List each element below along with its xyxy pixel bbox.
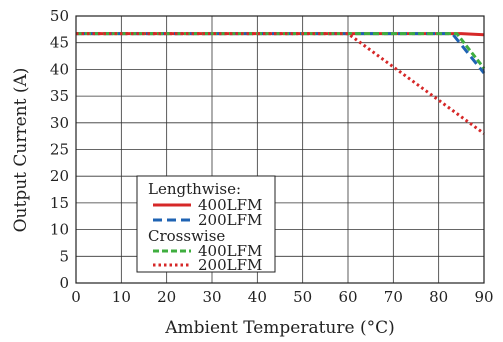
y-tick-label-50: 50 [50, 7, 69, 25]
x-tick-label-80: 80 [429, 288, 448, 306]
x-axis-title: Ambient Temperature (°C) [164, 318, 395, 338]
y-tick-label-10: 10 [50, 221, 69, 239]
y-tick-label-15: 15 [50, 194, 69, 212]
y-tick-label-25: 25 [50, 141, 69, 159]
x-tick-label-40: 40 [248, 288, 267, 306]
x-tick-label-60: 60 [338, 288, 357, 306]
x-tick-label-30: 30 [202, 288, 221, 306]
x-tick-label-0: 0 [71, 288, 81, 306]
legend-label-crosswise-400lfm: 400LFM [198, 242, 262, 260]
legend: Lengthwise: 400LFM 200LFM Crosswise 400L… [136, 175, 276, 274]
series-lines [76, 32, 486, 135]
y-axis-title: Output Current (A) [11, 68, 31, 233]
legend-group-title-crosswise: Crosswise [148, 227, 225, 245]
legend-label-crosswise-200lfm: 200LFM [198, 256, 262, 274]
x-tick-labels: 0 10 20 30 40 50 60 70 80 90 [71, 288, 493, 306]
x-tick-label-20: 20 [157, 288, 176, 306]
y-tick-label-45: 45 [50, 34, 69, 52]
series-line-crosswise-400lfm [76, 32, 486, 70]
y-tick-labels: 0 5 10 15 20 25 30 35 40 45 50 [50, 7, 69, 292]
legend-box [136, 175, 276, 273]
x-tick-label-70: 70 [384, 288, 403, 306]
x-tick-label-50: 50 [293, 288, 312, 306]
x-tick-label-90: 90 [474, 288, 493, 306]
y-tick-label-0: 0 [59, 274, 69, 292]
y-tick-label-20: 20 [50, 167, 69, 185]
legend-label-lengthwise-200lfm: 200LFM [198, 211, 262, 229]
legend-label-lengthwise-400lfm: 400LFM [198, 196, 262, 214]
y-tick-label-40: 40 [50, 60, 69, 78]
y-tick-label-35: 35 [50, 87, 69, 105]
y-tick-label-30: 30 [50, 114, 69, 132]
series-line-crosswise-200lfm [76, 32, 485, 135]
y-tick-label-5: 5 [59, 247, 69, 265]
plot-frame [75, 15, 485, 284]
legend-group-title-lengthwise: Lengthwise: [148, 180, 241, 198]
x-tick-label-10: 10 [112, 288, 131, 306]
